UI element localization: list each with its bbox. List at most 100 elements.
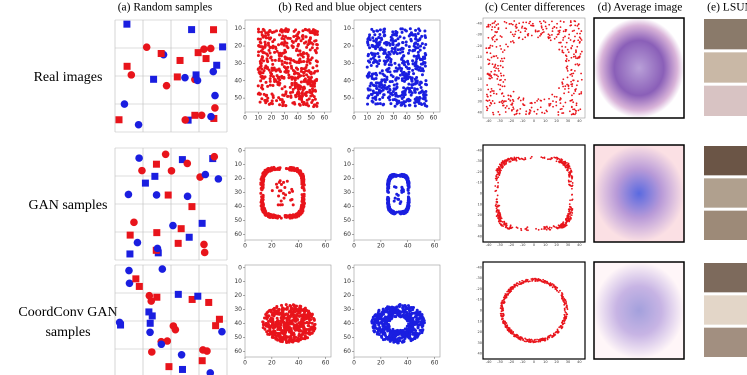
diff-dot [523, 97, 525, 99]
x-tick-label: 0 [243, 243, 247, 250]
shape-circle [162, 151, 170, 159]
y-tick-label: 10 [234, 161, 242, 168]
shape-circle [203, 347, 211, 355]
scatter-dot [298, 92, 301, 95]
scatter-dot [294, 86, 297, 89]
diff-dot [519, 283, 521, 285]
y-tick-label: 30 [478, 341, 482, 345]
scatter-dot [298, 328, 301, 331]
scatter-dot [287, 215, 290, 218]
y-tick-label: 10 [478, 319, 482, 323]
y-tick-label: 20 [234, 43, 242, 50]
diff-dot [569, 110, 571, 112]
diff-dot [491, 37, 493, 39]
scatter-dot [406, 207, 409, 210]
scatter-dot [407, 322, 410, 325]
diff-dot [502, 60, 504, 62]
x-tick-label: 0 [533, 119, 535, 123]
diff-dot [501, 164, 503, 166]
scatter-dot [415, 100, 418, 103]
diff-dot [493, 22, 495, 24]
scatter-dot [396, 48, 399, 51]
diff-dot [570, 48, 572, 50]
diff-dot [558, 326, 560, 328]
scatter-dot [393, 70, 396, 73]
diff-dot [501, 58, 503, 60]
scatter-dot [421, 325, 424, 328]
scatter-dot [401, 31, 404, 34]
diff-dot [575, 88, 577, 90]
scatter-dot [417, 320, 420, 323]
scatter-dot [387, 96, 390, 99]
scatter-dot [266, 54, 269, 57]
diff-dot [571, 176, 573, 178]
scatter-dot [280, 200, 283, 203]
y-tick-label: -30 [476, 276, 482, 280]
scatter-dot [301, 100, 304, 103]
scatter-dot [315, 43, 318, 46]
scatter-dot [366, 42, 369, 45]
scatter-dot [307, 328, 310, 331]
scatter-dot [379, 48, 382, 51]
diff-dot [501, 93, 503, 95]
x-tick-label: 30 [390, 115, 398, 122]
x-tick-label: 60 [431, 243, 439, 250]
scatter-dot [287, 74, 290, 77]
diff-dot [509, 291, 511, 293]
diff-dot [502, 307, 504, 309]
scatter-dot [309, 31, 312, 34]
scatter-dot [387, 307, 390, 310]
diff-dot [554, 226, 556, 228]
diff-dot [546, 229, 548, 231]
shape-square [132, 275, 139, 282]
x-tick-label: 0 [352, 115, 356, 122]
shape-square [145, 308, 152, 315]
diff-dot [531, 339, 533, 341]
diff-dot [537, 98, 539, 100]
scatter-dot [379, 314, 382, 317]
scatter-dot [312, 326, 315, 329]
diff-dot [531, 25, 533, 27]
y-tick-label: 50 [234, 334, 242, 341]
scatter-dot [302, 332, 305, 335]
diff-dot [563, 92, 565, 94]
diff-dot [569, 206, 571, 208]
diff-dot [529, 280, 531, 282]
diff-dot [504, 164, 506, 166]
scatter-dot [263, 66, 266, 69]
diff-dot [578, 65, 580, 67]
scatter-dot [376, 52, 379, 55]
diff-dot [556, 290, 558, 292]
y-tick-label: -20 [476, 170, 482, 174]
diff-dot [567, 70, 569, 72]
diff-dot [556, 96, 558, 98]
diff-dot [510, 41, 512, 43]
scatter-dot [283, 186, 286, 189]
diff-dot [516, 157, 518, 159]
scatter-dot [400, 101, 403, 104]
diff-dot [494, 20, 496, 22]
scatter-dot [291, 322, 294, 325]
scatter-dot [292, 76, 295, 79]
diff-dot [571, 209, 573, 211]
scatter-dot [297, 86, 300, 89]
scatter-dot [311, 87, 314, 90]
scatter-dot [273, 333, 276, 336]
diff-dot [527, 339, 529, 341]
diff-dot [527, 226, 529, 228]
diff-dot [496, 179, 498, 181]
diff-dot [531, 156, 533, 158]
scatter-dot [292, 59, 295, 62]
scatter-dot [414, 64, 417, 67]
scatter-dot [257, 37, 260, 40]
scatter-dot [293, 214, 296, 217]
y-tick-label: 50 [343, 217, 351, 224]
scatter-dot [266, 85, 269, 88]
diff-dot [529, 109, 531, 111]
shape-circle [207, 113, 215, 121]
diff-dot [525, 113, 527, 115]
diff-dot [510, 23, 512, 25]
scatter-dot [304, 69, 307, 72]
scatter-dot [293, 333, 296, 336]
scatter-dot [403, 37, 406, 40]
